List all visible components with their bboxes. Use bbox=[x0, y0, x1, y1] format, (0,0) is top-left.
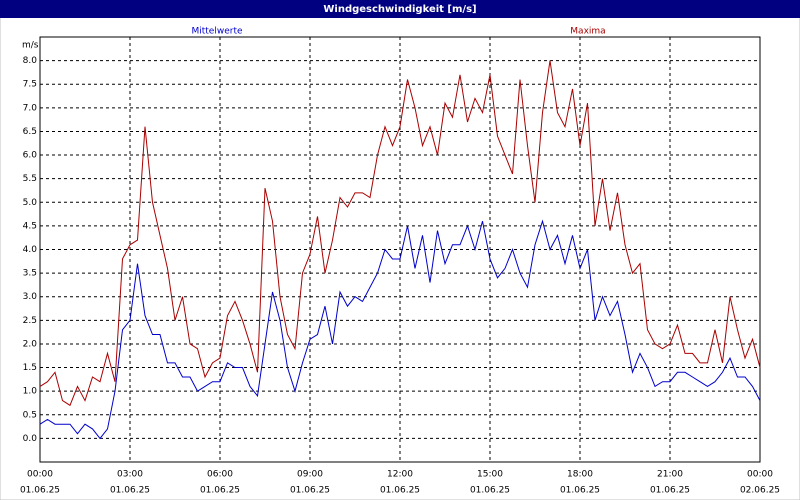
y-tick-label: 4.0 bbox=[23, 245, 38, 255]
y-tick-label: 6.5 bbox=[23, 127, 37, 137]
y-tick-label: 5.0 bbox=[23, 198, 38, 208]
x-tick-date: 01.06.25 bbox=[380, 486, 420, 496]
y-tick-label: 6.0 bbox=[23, 151, 38, 161]
y-tick-label: 0.0 bbox=[23, 434, 38, 444]
x-tick-date: 02.06.25 bbox=[740, 486, 780, 496]
y-tick-label: 3.5 bbox=[23, 269, 37, 279]
x-tick-label: 15:00 bbox=[477, 470, 503, 480]
x-tick-label: 09:00 bbox=[297, 470, 323, 480]
legend-label: Maxima bbox=[570, 27, 605, 37]
x-tick-date: 01.06.25 bbox=[200, 486, 240, 496]
x-tick-date: 01.06.25 bbox=[20, 486, 60, 496]
x-tick-date: 01.06.25 bbox=[290, 486, 330, 496]
title-bar bbox=[0, 0, 800, 18]
data-line bbox=[39, 219, 761, 440]
x-tick-date: 01.06.25 bbox=[110, 486, 150, 496]
y-tick-label: 5.5 bbox=[23, 174, 37, 184]
y-tick-label: 7.0 bbox=[23, 103, 38, 113]
y-tick-label: 1.0 bbox=[23, 387, 38, 397]
chart-title: Windgeschwindigkeit [m/s] bbox=[323, 4, 476, 15]
y-tick-label: 8.0 bbox=[23, 56, 38, 66]
data-line bbox=[39, 60, 761, 407]
y-tick-label: 7.5 bbox=[23, 80, 37, 90]
x-tick-date: 01.06.25 bbox=[470, 486, 510, 496]
y-tick-label: 1.5 bbox=[23, 363, 37, 373]
y-tick-label: 2.0 bbox=[23, 339, 38, 349]
x-tick-label: 21:00 bbox=[657, 470, 683, 480]
y-unit: m/s bbox=[22, 41, 39, 51]
x-tick-label: 18:00 bbox=[567, 470, 593, 480]
x-tick-label: 12:00 bbox=[387, 470, 413, 480]
x-tick-label: 03:00 bbox=[117, 470, 143, 480]
y-tick-label: 3.0 bbox=[23, 292, 38, 302]
x-tick-label: 00:00 bbox=[27, 470, 53, 480]
x-tick-date: 01.06.25 bbox=[560, 486, 600, 496]
y-tick-label: 2.5 bbox=[23, 316, 37, 326]
x-tick-label: 00:00 bbox=[747, 470, 773, 480]
y-tick-label: 4.5 bbox=[23, 221, 37, 231]
y-tick-label: 0.5 bbox=[23, 410, 37, 420]
x-tick-label: 06:00 bbox=[207, 470, 233, 480]
legend-label: Mittelwerte bbox=[191, 27, 242, 37]
x-tick-date: 01.06.25 bbox=[650, 486, 690, 496]
